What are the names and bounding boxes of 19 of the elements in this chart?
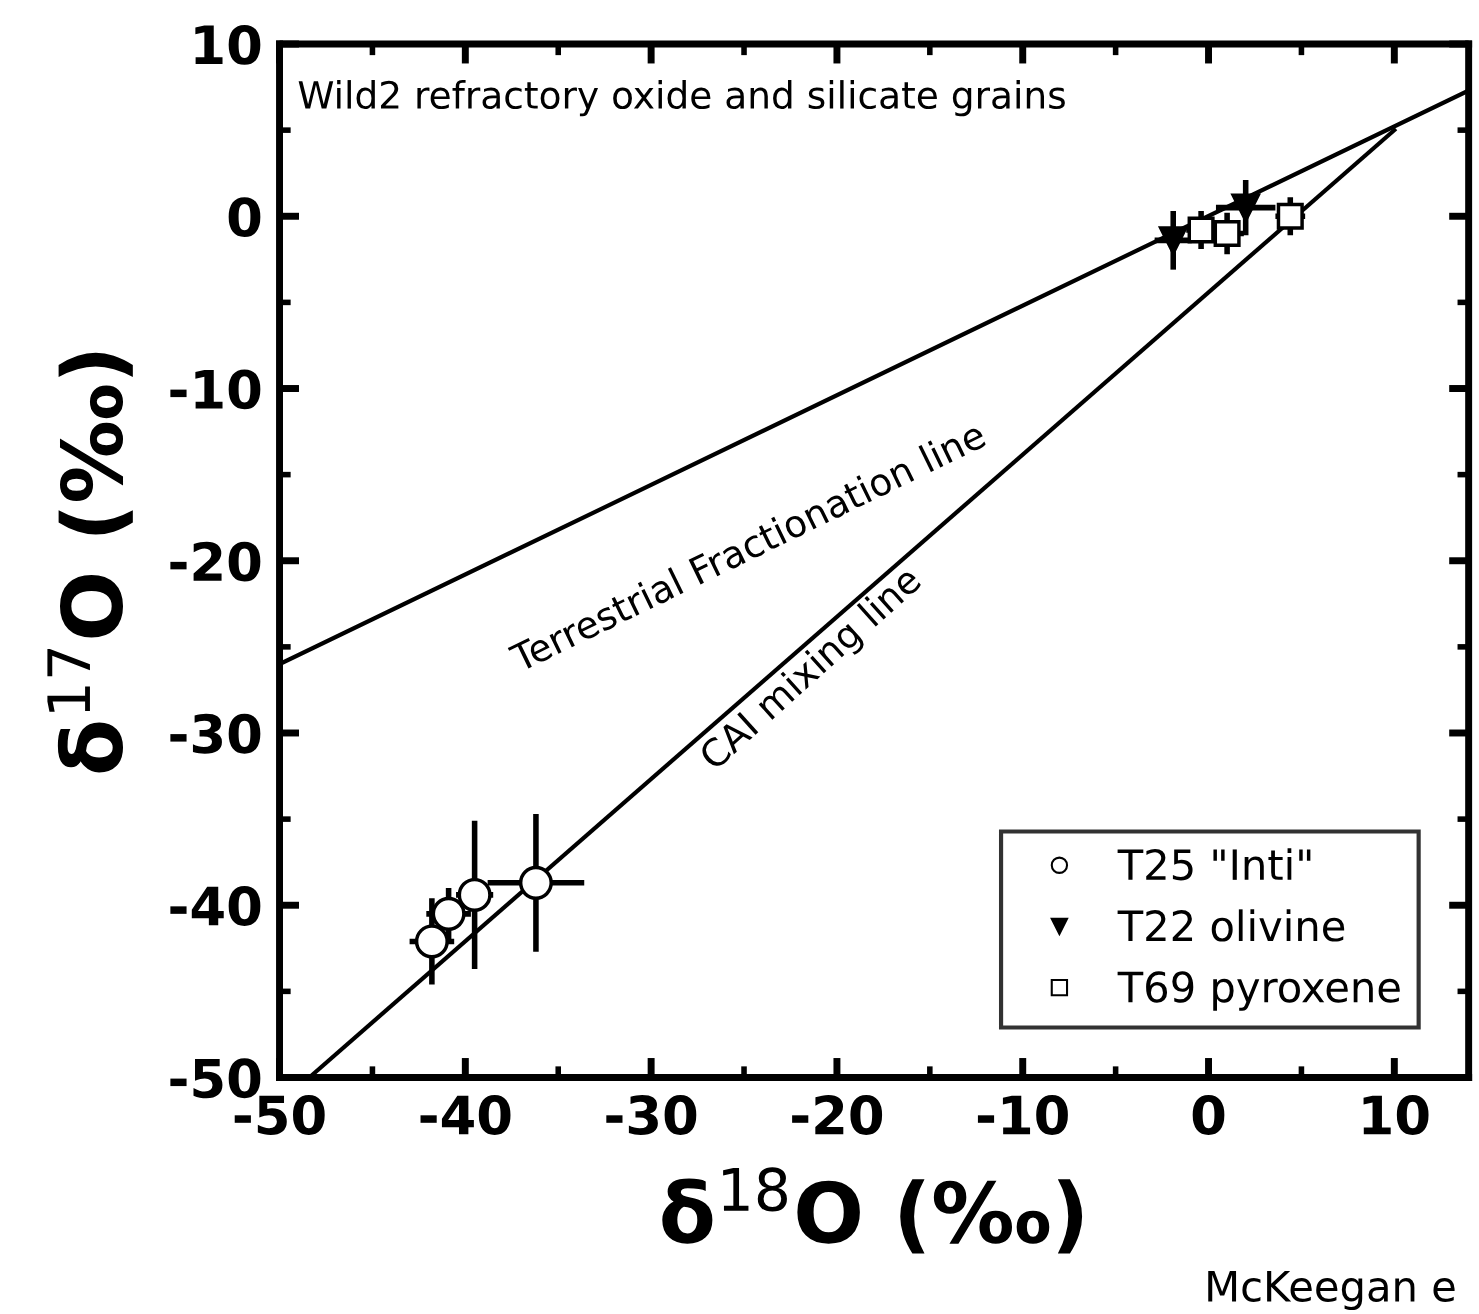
annotation: Wild2 refractory oxide and silicate grains: [298, 80, 1065, 117]
x-tick-label: -20: [792, 1095, 883, 1135]
y-tick-label: 0: [228, 197, 261, 238]
x-axis-title: δ$^{18}$O (‰): [662, 1167, 1083, 1254]
text: McKeegan e: [1208, 1271, 1455, 1311]
x-tick-label: -40: [420, 1095, 511, 1135]
y-tick-label: -40: [170, 886, 261, 927]
x-tick-label: -30: [606, 1095, 697, 1135]
y-tick-label: 10: [195, 24, 261, 65]
y-tick-label: -30: [170, 713, 261, 754]
legend-label: T69 pyroxene: [1117, 971, 1400, 1011]
x-tick-label: 10: [1363, 1095, 1429, 1135]
y-tick-label: -10: [170, 369, 261, 410]
x-tick-label: -10: [977, 1095, 1068, 1135]
y-tick-label: -20: [170, 541, 261, 582]
x-tick-label: 0: [1192, 1095, 1225, 1135]
legend-label: T25 "Inti": [1117, 848, 1311, 881]
legend-label: T22 olivine: [1117, 909, 1345, 942]
y-axis-title: δ$^{17}$O (‰): [47, 352, 133, 773]
